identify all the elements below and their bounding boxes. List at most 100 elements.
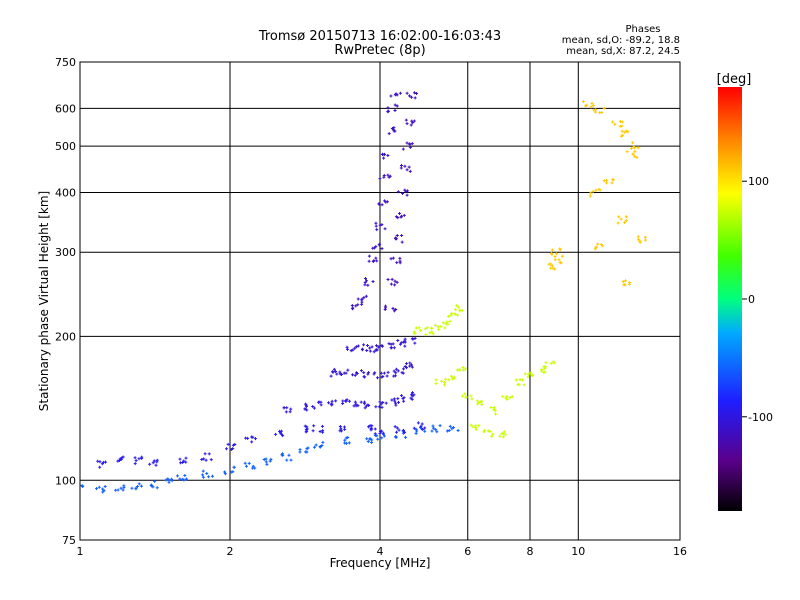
- data-point: [436, 325, 440, 329]
- data-point: [341, 399, 345, 403]
- data-point: [380, 247, 384, 251]
- data-point: [378, 431, 382, 435]
- data-point: [413, 96, 417, 100]
- data-point: [343, 441, 347, 445]
- data-point: [588, 194, 592, 198]
- data-point: [329, 374, 333, 378]
- data-point: [394, 308, 398, 312]
- data-point: [430, 330, 434, 334]
- data-point: [643, 235, 647, 239]
- data-point: [449, 313, 453, 317]
- x-tick-label: 2: [227, 545, 234, 558]
- data-point: [332, 367, 336, 371]
- data-point: [373, 371, 377, 375]
- y-tick-labels: 75 100 200 300 400 500 600 750: [55, 56, 76, 547]
- data-point: [409, 396, 413, 400]
- data-point: [268, 459, 272, 463]
- data-point: [134, 459, 138, 463]
- data-point: [599, 243, 603, 247]
- data-point: [404, 435, 408, 439]
- data-point: [349, 349, 353, 353]
- data-point: [400, 371, 404, 375]
- data-point: [416, 421, 420, 425]
- data-point: [550, 264, 554, 268]
- data-point: [469, 423, 473, 427]
- data-point: [376, 437, 380, 441]
- data-point: [184, 460, 188, 464]
- data-point: [327, 401, 331, 405]
- data-point: [394, 367, 398, 371]
- data-point: [95, 487, 99, 491]
- data-point: [211, 474, 215, 478]
- data-point: [251, 464, 255, 468]
- data-point: [405, 362, 409, 366]
- data-point: [430, 326, 434, 330]
- data-point: [360, 297, 364, 301]
- data-point: [401, 147, 405, 151]
- data-point: [122, 484, 126, 488]
- data-point: [343, 438, 347, 442]
- data-point: [367, 254, 371, 258]
- data-point: [391, 342, 395, 346]
- data-point: [264, 460, 268, 464]
- data-point: [356, 344, 360, 348]
- data-point: [400, 234, 404, 238]
- data-point: [434, 381, 438, 385]
- data-point: [382, 371, 386, 375]
- colorbar: [718, 87, 742, 511]
- data-point: [380, 405, 384, 409]
- data-point: [311, 429, 315, 433]
- data-point: [602, 106, 606, 110]
- data-point: [353, 346, 357, 350]
- data-point: [396, 338, 400, 342]
- data-point: [201, 469, 205, 473]
- data-point: [596, 242, 600, 246]
- data-point: [476, 402, 480, 406]
- data-point: [477, 401, 481, 405]
- data-point: [433, 323, 437, 327]
- data-point: [636, 238, 640, 242]
- data-point: [343, 427, 347, 431]
- data-point: [589, 191, 593, 195]
- data-point: [432, 426, 436, 430]
- data-point: [148, 462, 152, 466]
- data-point: [456, 305, 460, 309]
- data-point: [523, 372, 527, 376]
- data-point: [435, 430, 439, 434]
- data-point: [492, 407, 496, 411]
- data-point: [501, 395, 505, 399]
- data-point: [482, 430, 486, 434]
- data-point: [527, 372, 531, 376]
- data-point: [560, 254, 564, 258]
- y-tick-label: 300: [55, 246, 76, 259]
- data-point: [373, 432, 377, 436]
- x-tick-label: 6: [464, 545, 471, 558]
- data-point: [178, 457, 182, 461]
- colorbar-label: [deg]: [717, 72, 752, 87]
- data-point: [402, 367, 406, 371]
- data-point: [371, 259, 375, 263]
- data-point: [408, 145, 412, 149]
- data-point: [618, 119, 622, 123]
- data-point: [438, 424, 442, 428]
- data-point: [597, 187, 601, 191]
- data-point: [134, 487, 138, 491]
- data-point: [470, 397, 474, 401]
- data-point: [139, 484, 143, 488]
- data-point: [403, 430, 407, 434]
- data-point: [449, 374, 453, 378]
- data-point: [119, 458, 123, 462]
- data-point: [405, 193, 409, 197]
- data-point: [530, 374, 534, 378]
- data-point: [287, 453, 291, 457]
- data-point: [304, 402, 308, 406]
- data-point: [549, 266, 553, 270]
- data-point: [348, 399, 352, 403]
- data-point: [520, 378, 524, 382]
- data-point: [411, 337, 415, 341]
- data-points: [80, 91, 647, 494]
- data-point: [394, 371, 398, 375]
- data-point: [458, 368, 462, 372]
- data-point: [621, 279, 625, 283]
- data-point: [404, 118, 408, 122]
